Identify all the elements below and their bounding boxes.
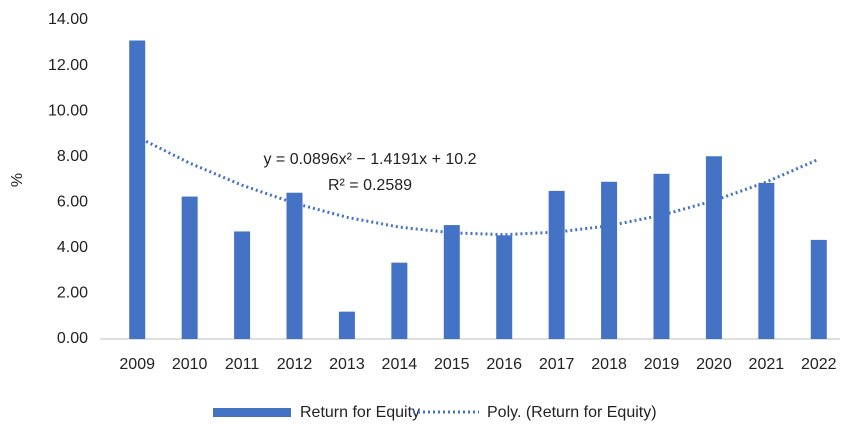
bar — [705, 156, 722, 339]
x-tick-label: 2019 — [644, 356, 680, 373]
y-tick-label: 14.00 — [48, 11, 88, 28]
bar — [653, 173, 670, 339]
bar — [810, 239, 827, 339]
legend-label: Poly. (Return for Equity) — [487, 404, 657, 421]
bar — [286, 192, 303, 339]
x-tick-label: 2017 — [539, 356, 575, 373]
y-tick-label: 10.00 — [48, 102, 88, 119]
trendline-r-squared: R² = 0.2589 — [328, 177, 412, 194]
y-tick-label: 2.00 — [57, 285, 88, 302]
y-tick-label: 6.00 — [57, 194, 88, 211]
x-tick-label: 2012 — [277, 356, 313, 373]
y-tick-label: 4.00 — [57, 239, 88, 256]
bar — [548, 190, 565, 339]
bar — [338, 311, 355, 339]
legend-swatch — [213, 408, 291, 417]
x-tick-label: 2018 — [591, 356, 627, 373]
bar — [181, 196, 198, 339]
x-tick-label: 2014 — [382, 356, 418, 373]
x-tick-label: 2009 — [119, 356, 155, 373]
y-axis-label: % — [9, 173, 26, 187]
bar — [496, 235, 513, 339]
x-tick-label: 2011 — [225, 356, 260, 373]
bar — [758, 182, 775, 339]
x-tick-label: 2015 — [434, 356, 470, 373]
bar — [391, 262, 408, 339]
y-tick-label: 8.00 — [57, 148, 88, 165]
x-tick-label: 2016 — [486, 356, 522, 373]
bar — [129, 40, 146, 339]
legend-label: Return for Equity — [300, 404, 420, 421]
bar — [601, 181, 618, 339]
y-tick-label: 0.00 — [57, 330, 88, 347]
bar — [443, 225, 460, 339]
x-tick-label: 2013 — [329, 356, 365, 373]
x-tick-label: 2010 — [172, 356, 208, 373]
trendline-equation: y = 0.0896x² − 1.4191x + 10.2 — [263, 151, 476, 168]
y-tick-label: 12.00 — [48, 57, 88, 74]
x-tick-label: 2020 — [696, 356, 732, 373]
bar — [234, 231, 251, 339]
x-tick-label: 2021 — [749, 356, 785, 373]
x-tick-label: 2022 — [801, 356, 837, 373]
